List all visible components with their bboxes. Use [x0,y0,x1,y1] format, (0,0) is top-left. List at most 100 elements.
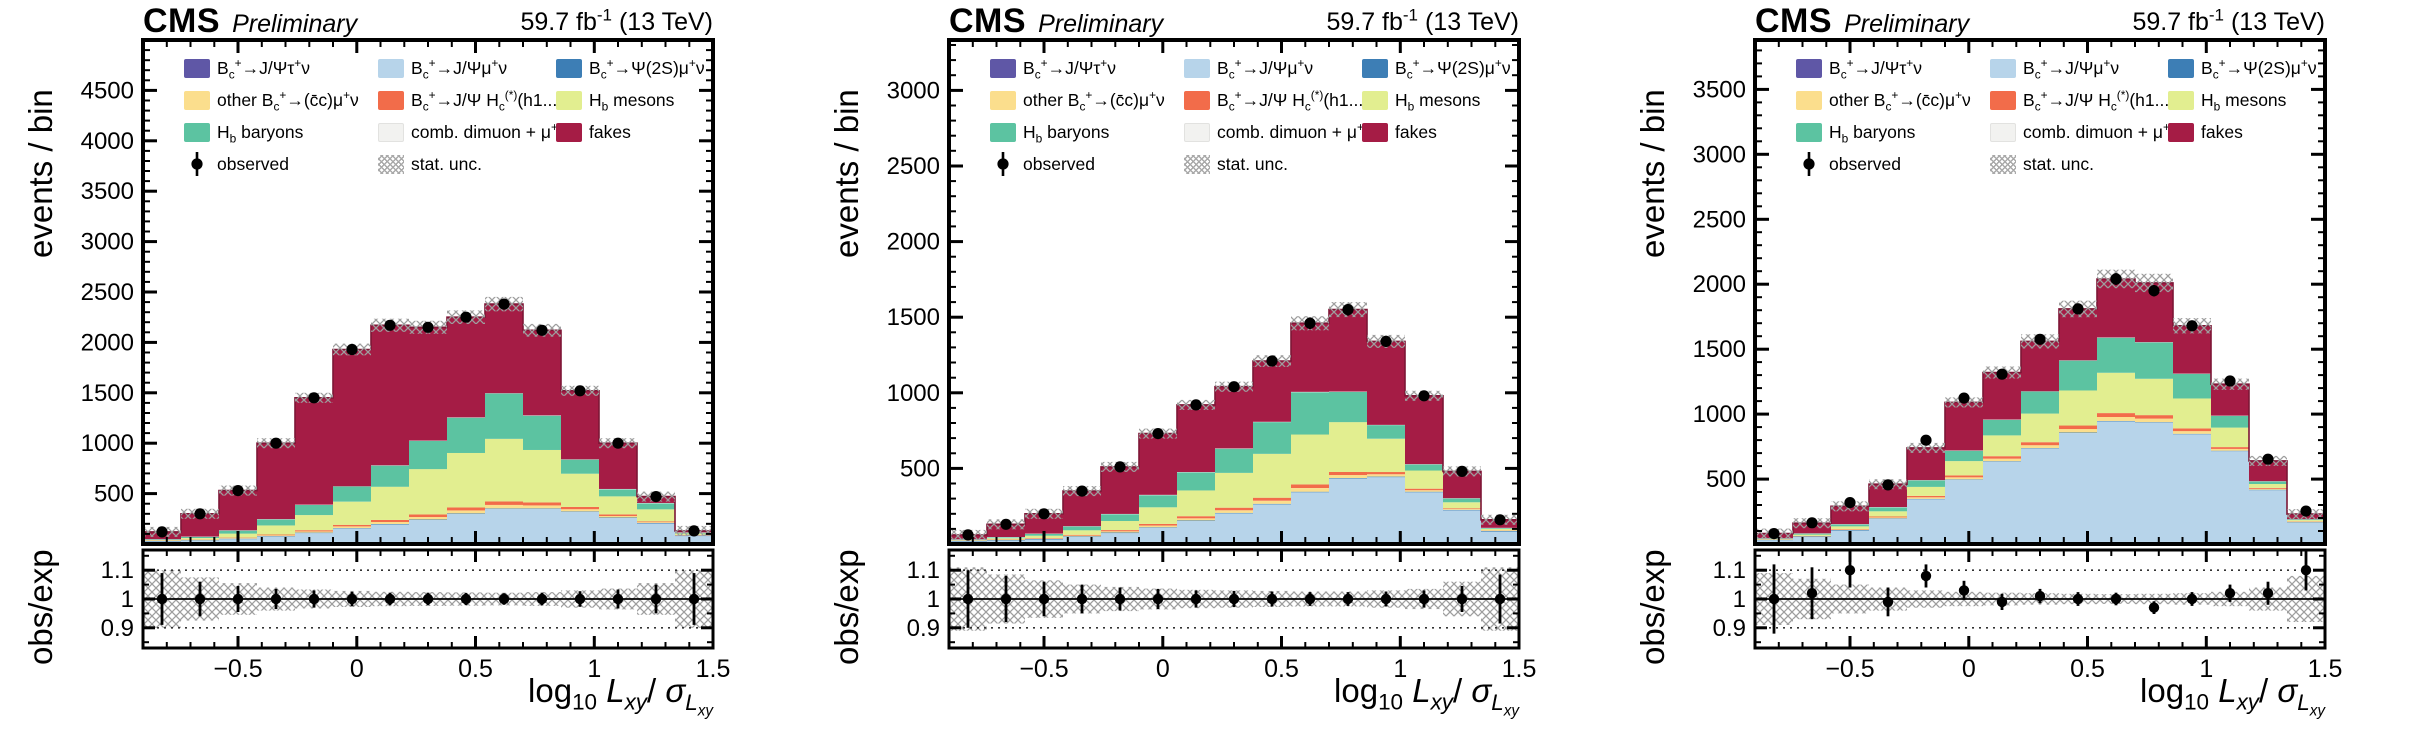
legend-item-observed: observed [990,151,1184,177]
legend-item-jpsi_mu: Bc+→J/Ψμ+ν [378,57,556,80]
cms-header: CMS Preliminary [143,2,357,41]
legend-item-other_ccbar: other Bc+→(c̄c)μ+ν [990,89,1184,112]
svg-text:3500: 3500 [81,178,134,205]
cms-header: CMS Preliminary [1755,2,1969,41]
ratio-axis-title: obs/exp [1634,549,1671,665]
stack-bars [949,309,1519,545]
x-axis-title: log10 Lxy/ σLxy [1334,672,1519,720]
legend-swatch-comb [1990,122,2016,142]
legend-swatch-other_ccbar [184,90,210,110]
svg-text:4000: 4000 [81,128,134,155]
ratio-points [962,570,1506,628]
observed-points [962,303,1506,541]
legend-label: observed [217,153,289,174]
y-axis-ticks: 500 1000 1500 2000 2500 3000 3500 4000 4500 [81,49,713,535]
legend-label: Hb mesons [2201,89,2287,113]
x-axis-ticks-main [1777,40,2303,544]
legend-swatch-psi2s [1362,58,1388,78]
svg-text:0.5: 0.5 [2070,655,2105,683]
ratio-axis-title: obs/exp [828,549,865,665]
legend-swatch-hb_baryons [184,122,210,142]
svg-text:0.9: 0.9 [101,615,134,642]
svg-text:0: 0 [1156,655,1170,683]
svg-text:1500: 1500 [1693,336,1746,363]
legend-swatch-hb_mesons [1362,90,1388,110]
legend-label: Bc+→J/Ψ Hc(*)(h1...) [411,87,564,113]
observed-marker-icon [191,152,203,176]
svg-text:1: 1 [2199,655,2213,683]
legend-swatch-jpsi_mu [1184,58,1210,78]
legend-swatch-jpsi_tau [990,58,1016,78]
histogram-svg: 500100015002000250030003500400045000.911… [81,38,730,683]
legend-swatch-hb_mesons [2168,90,2194,110]
legend-swatch-comb [1184,122,1210,142]
legend-item-psi2s: Bc+→Ψ(2S)μ+ν [556,57,726,80]
legend: Bc+→J/Ψτ+ν Bc+→J/Ψμ+ν Bc+→Ψ(2S)μ+ν other Bc… [990,52,1532,180]
legend-swatch-comb [378,122,404,142]
legend-item-stat-unc: stat. unc. [378,154,556,175]
legend-swatch-jpsi_tau [1796,58,1822,78]
svg-text:1.1: 1.1 [907,557,940,584]
x-axis-ticks-main [165,40,691,544]
legend-swatch-other_ccbar [990,90,1016,110]
y-axis-title: events / bin [1634,89,1671,258]
legend-item-jpsi_hc: Bc+→J/Ψ Hc(*)(h1...) [1990,89,2175,112]
x-axis-ticks-ratio: −0.5 0 0.5 1 1.5 [1777,550,2342,683]
observed-marker-icon [1803,152,1815,176]
legend-item-psi2s: Bc+→Ψ(2S)μ+ν [1362,57,1532,80]
legend-label: Bc+→J/Ψ Hc(*)(h1...) [1217,87,1370,113]
svg-text:1: 1 [121,586,134,613]
stack-bars [143,304,713,545]
cms-header: CMS Preliminary [949,2,1163,41]
legend-item-hb_baryons: Hb baryons [990,122,1184,144]
luminosity-label: 59.7 fb-1 (13 TeV) [520,5,713,36]
legend-label: Bc+→Ψ(2S)μ+ν [2201,55,2317,81]
svg-text:−0.5: −0.5 [213,655,262,683]
legend-label: Bc+→J/Ψτ+ν [1829,55,1922,81]
svg-text:1500: 1500 [887,304,940,331]
observed-marker-icon [997,152,1009,176]
svg-text:0: 0 [350,655,364,683]
preliminary-label: Preliminary [1844,10,1970,38]
svg-text:1000: 1000 [1693,401,1746,428]
svg-text:1: 1 [587,655,601,683]
ratio-y-ticks: 0.911.1 [907,554,1519,644]
svg-text:1.5: 1.5 [1502,655,1537,683]
legend-label: fakes [1395,121,1437,142]
legend-item-psi2s: Bc+→Ψ(2S)μ+ν [2168,55,2338,81]
panel-3: 500 1000 1500 2000 2500 3000 3500 0.9 1 1.1 −0.5 0 0… [1612,0,2418,729]
stat-unc-hatch-icon [1990,154,2016,174]
legend-swatch-jpsi_mu [378,58,404,78]
svg-text:3500: 3500 [1693,76,1746,103]
x-axis-ticks-ratio: −0.5 0 0.5 1 1.5 [165,550,730,683]
legend-label: observed [1023,153,1095,174]
ratio-axis-title: obs/exp [22,549,59,665]
legend-label: comb. dimuon + μ+ [411,119,558,142]
stack-bars [1755,279,2325,545]
svg-text:1: 1 [1733,586,1746,613]
stat-unc-hatch-icon [1184,154,1210,174]
legend-label: Bc+→J/Ψμ+ν [2023,55,2120,81]
legend-label: stat. unc. [1217,153,1289,174]
preliminary-label: Preliminary [232,10,358,38]
legend-item-jpsi_mu: Bc+→J/Ψμ+ν [1990,55,2168,81]
legend-label: comb. dimuon + μ+ [1217,119,1364,142]
legend-label: fakes [2201,121,2243,142]
legend-swatch-fakes [1362,122,1388,142]
panel-1: 500 1000 1500 2000 2500 3000 3500 4000 4500 0.9 1 1… [0,0,806,729]
y-axis-ticks: 500 1000 1500 2000 2500 3000 3500 [1693,49,2325,532]
svg-text:0.9: 0.9 [1713,615,1746,642]
legend-label: other Bc+→(c̄c)μ+ν [217,87,359,113]
legend-swatch-fakes [556,122,582,142]
legend-item-fakes: fakes [1362,122,1532,143]
legend-item-fakes: fakes [2168,122,2338,143]
legend-swatch-jpsi_tau [184,58,210,78]
luminosity-label: 59.7 fb-1 (13 TeV) [2132,5,2325,36]
ratio-points [1768,550,2312,634]
svg-text:1500: 1500 [81,380,134,407]
svg-text:2000: 2000 [887,229,940,256]
legend-item-comb: comb. dimuon + μ+ [378,119,558,143]
legend-item-jpsi_mu: Bc+→J/Ψμ+ν [1184,57,1362,80]
legend-item-other_ccbar: other Bc+→(c̄c)μ+ν [184,87,378,113]
